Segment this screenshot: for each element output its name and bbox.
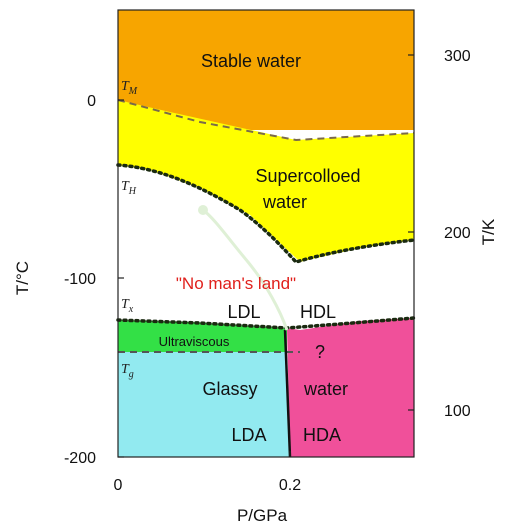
lda-hda-boundary (283, 329, 292, 458)
bottom-tick-label: 0 (114, 477, 123, 494)
lda-label: LDA (231, 425, 266, 445)
bottom-tick-label: 0.2 (279, 477, 301, 494)
hda-region (287, 318, 414, 457)
left-tick-label: 0 (87, 93, 96, 110)
water-label: water (303, 379, 348, 399)
tm-label: TM (121, 79, 138, 97)
left-tick-label: -200 (64, 450, 96, 467)
stable-water-region (118, 10, 414, 130)
ldl-label: LDL (227, 302, 260, 322)
lda-region (118, 352, 290, 457)
no-mans-land-region (118, 165, 414, 330)
tx-label: Tx (121, 297, 134, 315)
tg-label: Tg (121, 362, 134, 380)
critical-point-marker (198, 205, 208, 215)
supercooled-label-line1: Supercolloed (255, 166, 360, 186)
hda-label: HDA (303, 425, 341, 445)
th-line (116, 163, 416, 264)
ultraviscous-region (118, 320, 287, 352)
ultraviscous-label: Ultraviscous (159, 334, 230, 349)
stable-water-label: Stable water (201, 51, 301, 71)
tm-line (117, 99, 415, 142)
supercooled-label-line2: water (262, 192, 307, 212)
right-axis-title: T/K (479, 218, 498, 245)
right-tick-label: 100 (444, 403, 471, 420)
x-axis-title: P/GPa (237, 506, 288, 525)
left-tick-label: -100 (64, 271, 96, 288)
question-mark: ? (315, 342, 325, 362)
supercooled-water-region (118, 100, 414, 262)
right-tick-label: 300 (444, 48, 471, 65)
no-mans-land-label: "No man's land" (176, 274, 296, 293)
th-label: TH (121, 179, 137, 197)
left-axis-title: T/°C (13, 261, 32, 295)
liquid-liquid-curve (202, 208, 289, 331)
right-tick-label: 200 (444, 225, 471, 242)
plot-frame (117, 9, 415, 458)
hdl-label: HDL (300, 302, 336, 322)
glassy-label: Glassy (202, 379, 257, 399)
